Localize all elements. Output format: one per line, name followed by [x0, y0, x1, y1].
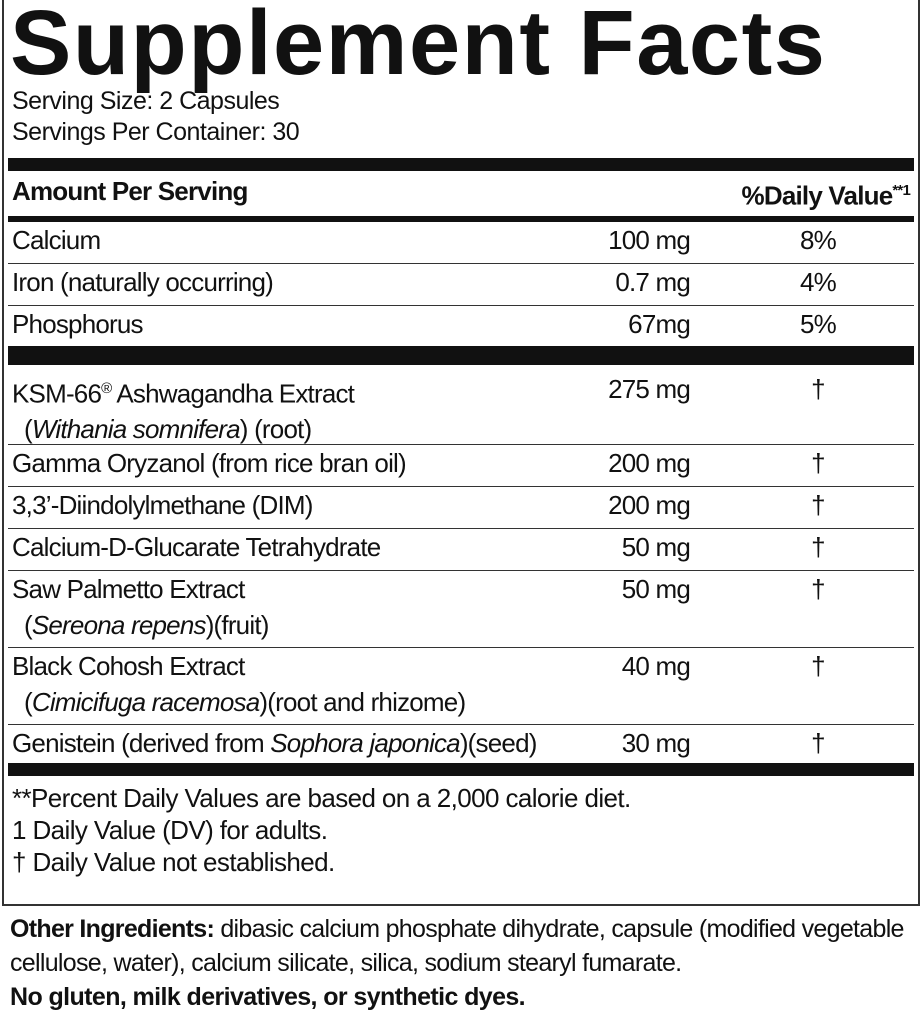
allergen-statement: No gluten, milk derivatives, or syntheti…: [10, 983, 526, 1011]
table-header: Amount Per Serving %Daily Value**1: [8, 171, 914, 216]
nutrient-dv: 4%: [800, 266, 837, 297]
serving-size: Serving Size: 2 Capsules: [12, 87, 280, 115]
other-ingredients: Other Ingredients: dibasic calcium phosp…: [10, 912, 915, 980]
footnotes: **Percent Daily Values are based on a 2,…: [4, 776, 918, 878]
panel-title: Supplement Facts: [10, 0, 827, 94]
ingredient-amount: 275 mg: [608, 373, 691, 404]
table-row: Calcium 100 mg 8%: [8, 222, 914, 264]
table-row: Iron (naturally occurring) 0.7 mg 4%: [8, 264, 914, 306]
divider: [8, 345, 914, 365]
nutrient-dv: 8%: [800, 224, 837, 255]
divider: [8, 762, 914, 776]
ingredient-dv: †: [811, 447, 825, 478]
ingredient-name: Calcium-D-Glucarate Tetrahydrate: [12, 531, 381, 562]
footnote: † Daily Value not established.: [12, 846, 335, 877]
divider: [8, 158, 914, 171]
ingredient-dv: †: [811, 531, 825, 562]
ingredient-dv: †: [811, 727, 825, 758]
ingredient-amount: 50 mg: [621, 531, 691, 562]
other-ingredients-label: Other Ingredients:: [10, 915, 215, 943]
table-row: Phosphorus 67mg 5%: [8, 306, 914, 346]
amount-per-serving-header: Amount Per Serving: [12, 176, 248, 206]
supplement-facts-panel: Supplement Facts Serving Size: 2 Capsule…: [2, 0, 920, 906]
footnote: **Percent Daily Values are based on a 2,…: [12, 782, 631, 813]
table-row: KSM-66® Ashwagandha Extract (Withania som…: [8, 365, 914, 445]
ingredient-name: 3,3’-Diindolylmethane (DIM): [12, 489, 313, 520]
ingredient-dv: †: [811, 573, 825, 604]
ingredient-name: Saw Palmetto Extract (Sereona repens)(fru…: [12, 573, 269, 640]
divider: [8, 215, 914, 222]
ingredient-name: KSM-66® Ashwagandha Extract (Withania som…: [12, 378, 355, 445]
table-row: Black Cohosh Extract (Cimicifuga racemosa…: [8, 648, 914, 725]
ingredient-name: Black Cohosh Extract (Cimicifuga racemosa…: [12, 650, 466, 717]
ingredient-dv: †: [811, 373, 825, 404]
other-ingredients-text: dibasic calcium phosphate dihydrate, cap…: [10, 915, 904, 977]
ingredient-amount: 50 mg: [621, 573, 691, 604]
dv-label: %Daily Value: [741, 180, 894, 211]
table-row: 3,3’-Diindolylmethane (DIM) 200 mg †: [8, 487, 914, 529]
servings-per-container: Servings Per Container: 30: [12, 118, 300, 146]
ingredient-name: Gamma Oryzanol (from rice bran oil): [12, 447, 407, 478]
table-row: Gamma Oryzanol (from rice bran oil) 200 …: [8, 445, 914, 487]
nutrient-name: Iron (naturally occurring): [12, 266, 274, 297]
dv-mark: **1: [892, 182, 910, 199]
ingredient-name: Genistein (derived from Sophora japonica…: [12, 727, 537, 758]
nutrient-amount: 67mg: [628, 308, 691, 339]
ingredient-amount: 40 mg: [621, 650, 691, 681]
ingredient-dv: †: [811, 489, 825, 520]
daily-value-header: %Daily Value**1: [741, 171, 911, 216]
table-row: Calcium-D-Glucarate Tetrahydrate 50 mg †: [8, 529, 914, 571]
ingredient-amount: 30 mg: [621, 727, 691, 758]
nutrient-amount: 0.7 mg: [615, 266, 690, 297]
nutrient-name: Calcium: [12, 224, 101, 255]
nutrient-name: Phosphorus: [12, 308, 144, 339]
table-row: Genistein (derived from Sophora japonica…: [8, 725, 914, 763]
ingredient-dv: †: [811, 650, 825, 681]
ingredient-amount: 200 mg: [608, 447, 691, 478]
footnote: 1 Daily Value (DV) for adults.: [12, 814, 328, 845]
nutrient-dv: 5%: [800, 308, 837, 339]
ingredient-amount: 200 mg: [608, 489, 691, 520]
nutrient-amount: 100 mg: [608, 224, 691, 255]
table-row: Saw Palmetto Extract (Sereona repens)(fru…: [8, 571, 914, 648]
